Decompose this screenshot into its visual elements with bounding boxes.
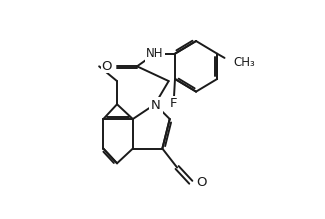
Text: NH: NH: [146, 47, 164, 60]
Text: CH₃: CH₃: [233, 56, 255, 69]
Text: F: F: [170, 97, 178, 110]
Text: O: O: [196, 176, 207, 189]
Text: O: O: [101, 60, 112, 73]
Text: N: N: [151, 99, 161, 112]
